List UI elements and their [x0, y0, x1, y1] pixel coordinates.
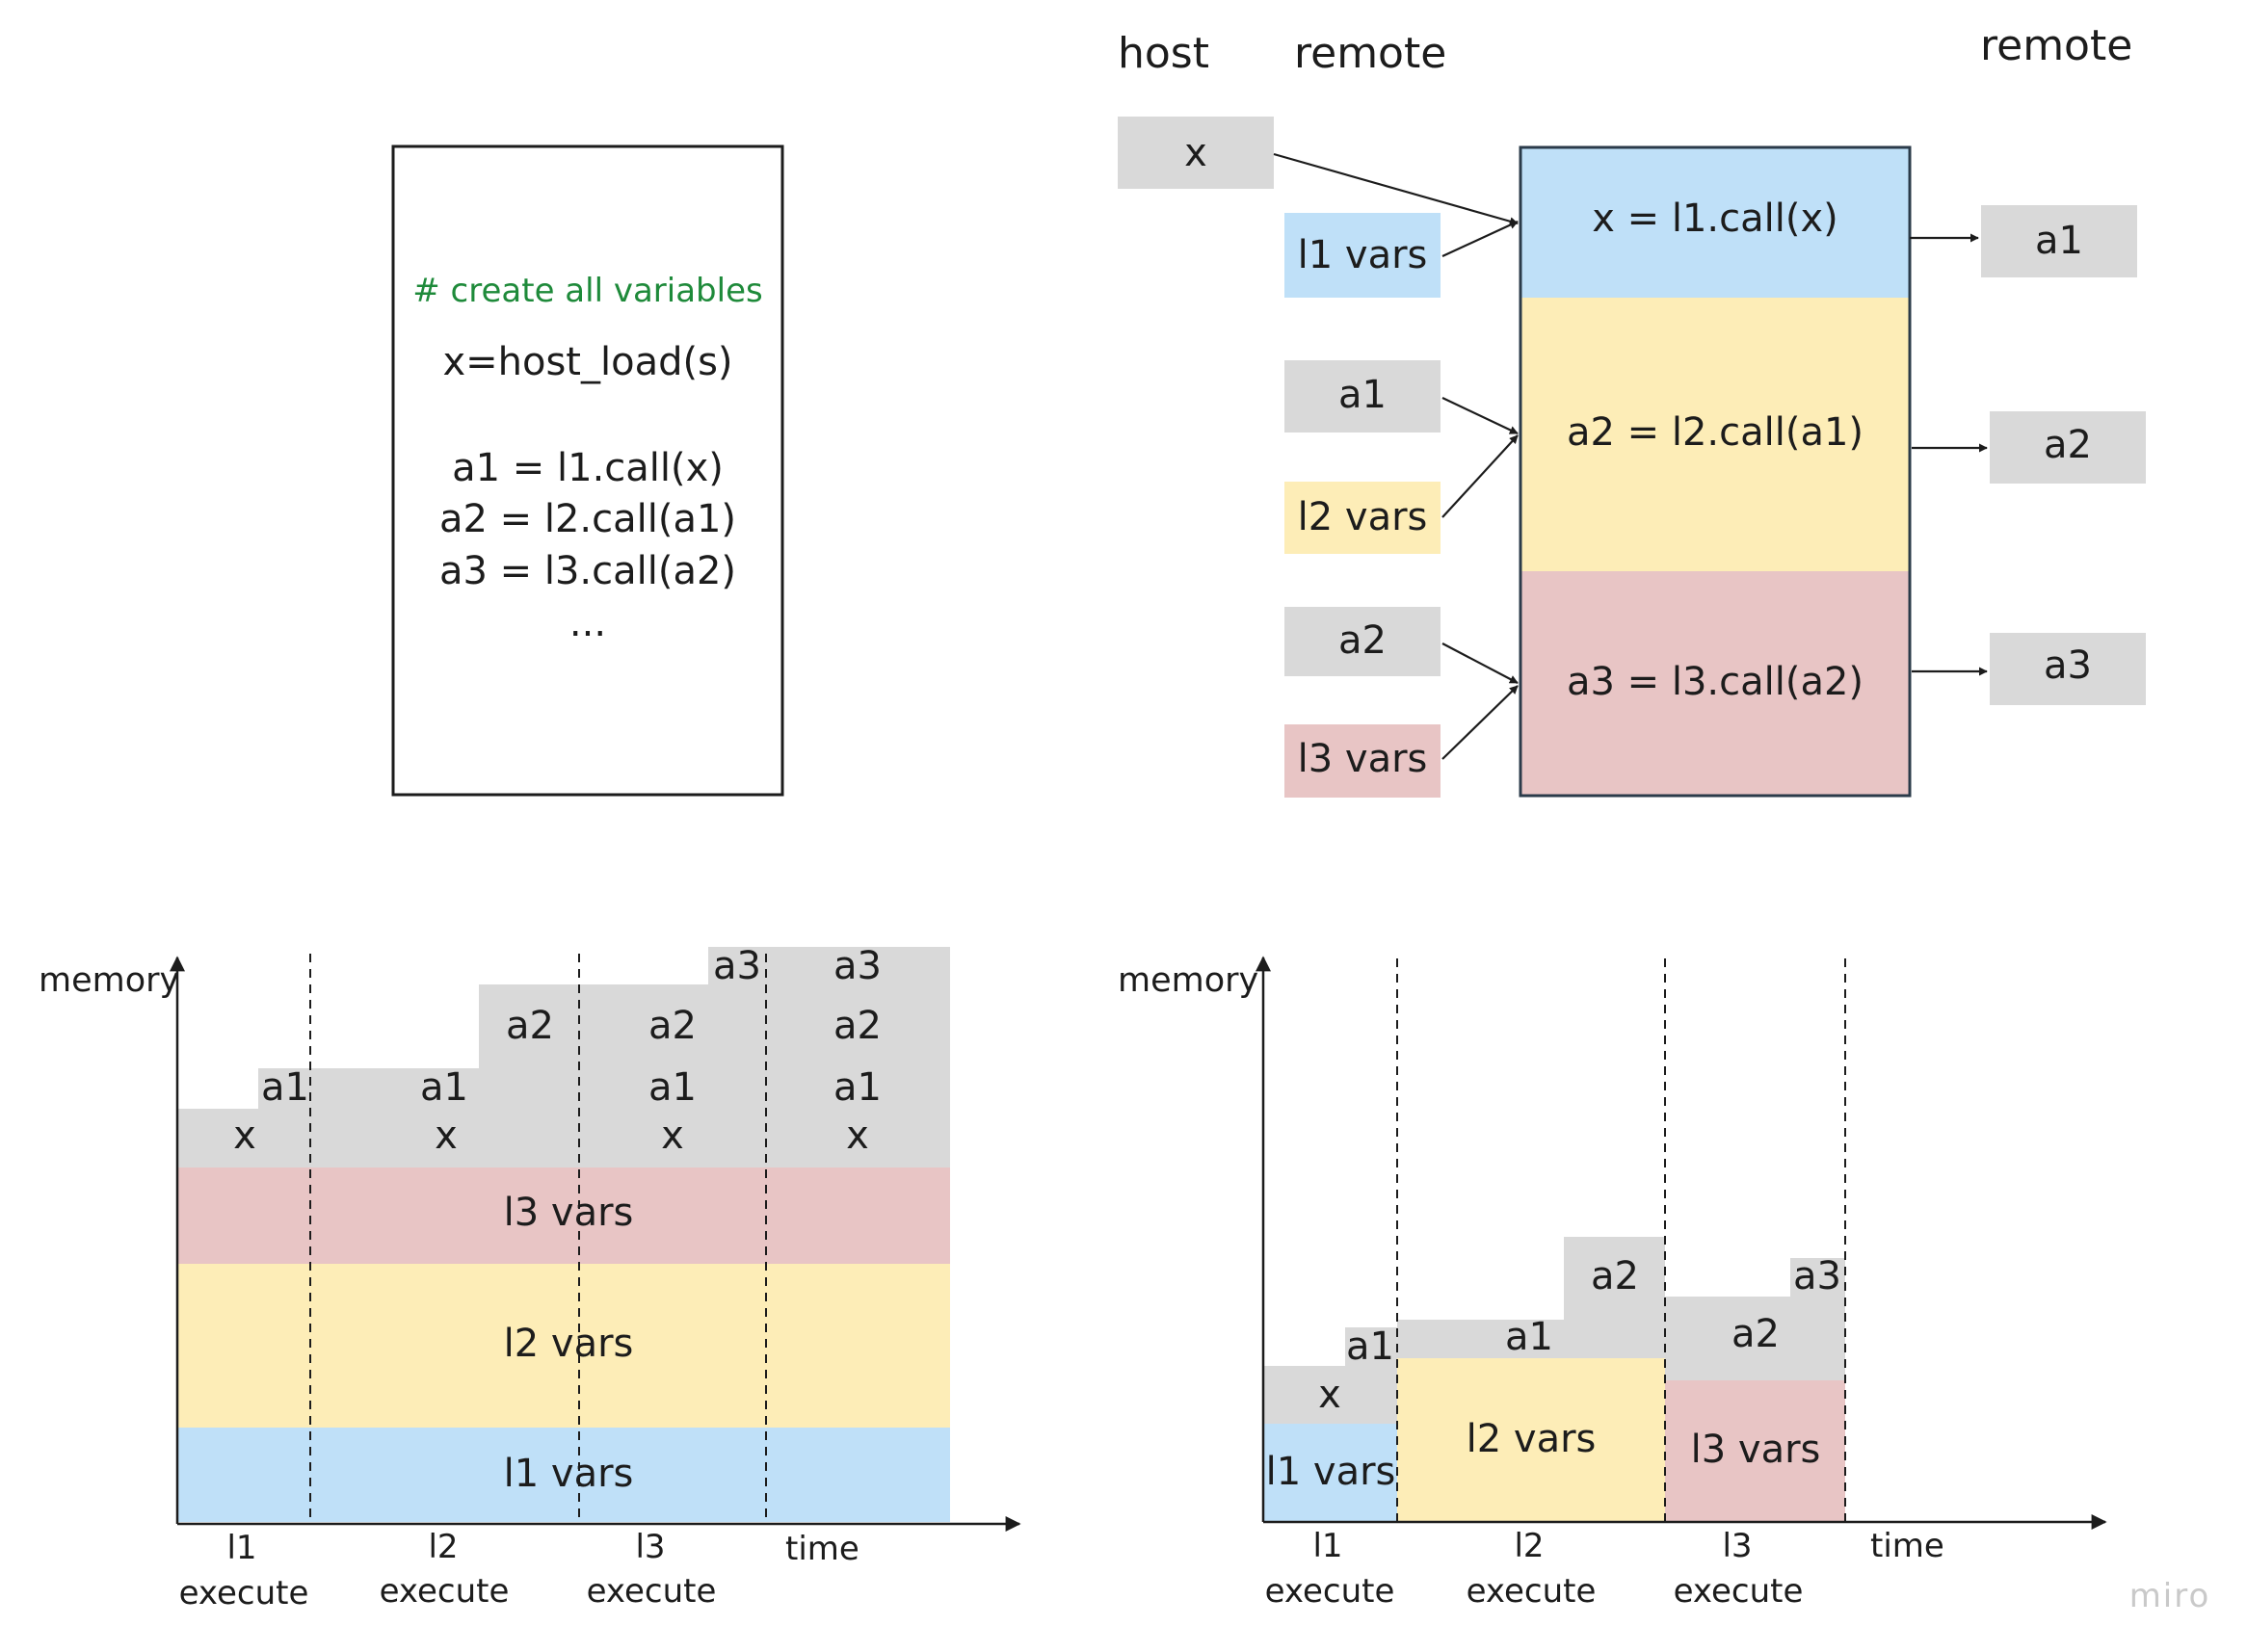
- block-l2-vars: [1397, 1358, 1665, 1522]
- code-box: # create all variables x=host_load(s) a1…: [391, 144, 784, 797]
- layer-l1-vars-label: l1 vars: [504, 1452, 634, 1496]
- x-label-right: x: [1318, 1373, 1341, 1417]
- host-label: host: [1118, 29, 1209, 78]
- a3-output-box: [1990, 633, 2146, 705]
- x-axis-label: time: [785, 1530, 859, 1568]
- layer-l3-vars: [177, 1167, 950, 1264]
- a2-label-2: a2: [648, 1004, 697, 1048]
- steps-border: [1519, 145, 1912, 798]
- l2-vars-label: l2 vars: [1298, 495, 1428, 539]
- remote-label-left: remote: [1294, 29, 1446, 78]
- a1-label-right-1: a1: [1346, 1324, 1394, 1369]
- x-label-2: x: [435, 1114, 458, 1158]
- arrow-l1vars-to-l1: [1441, 221, 1519, 257]
- a1-input-label: a1: [1338, 373, 1387, 417]
- phase-l1-label-right: l1: [1312, 1527, 1342, 1565]
- a2-label-3: a2: [833, 1004, 882, 1048]
- remote-label-right: remote: [1980, 21, 2132, 70]
- phase-l2-label-right: l2: [1514, 1527, 1544, 1565]
- block-l3-vars-label: l3 vars: [1691, 1428, 1821, 1472]
- step-l3-label: a3 = l3.call(a2): [1567, 660, 1864, 704]
- phase-l3-label: l3: [635, 1528, 665, 1566]
- a2-label-right-2: a2: [1732, 1312, 1780, 1356]
- a1-label-1: a1: [261, 1065, 309, 1110]
- a3-label-right: a3: [1793, 1254, 1841, 1298]
- code-line-a1: a1 = l1.call(x): [452, 446, 724, 490]
- block-l1-vars-label: l1 vars: [1266, 1450, 1396, 1494]
- step-l2-label: a2 = l2.call(a1): [1567, 410, 1864, 455]
- a1-label-3: a1: [648, 1065, 697, 1110]
- step-l2-box: [1520, 298, 1910, 571]
- block-l3-vars: [1665, 1380, 1845, 1522]
- step-l1-box: [1520, 147, 1910, 298]
- a2-label-1: a2: [506, 1004, 554, 1048]
- code-line-a3: a3 = l3.call(a2): [439, 549, 736, 593]
- activations-region: [177, 947, 950, 1167]
- phase-l2-execute: execute: [380, 1572, 510, 1611]
- block-l1-vars: [1264, 1424, 1397, 1522]
- code-line-a2: a2 = l2.call(a1): [439, 497, 736, 541]
- l1-vars-label: l1 vars: [1298, 233, 1428, 277]
- a2-output-label: a2: [2044, 423, 2092, 467]
- arrow-l3vars-to-l3: [1441, 685, 1519, 760]
- flow-diagram: host remote remote x l1 vars a1 l2 vars …: [1118, 21, 2146, 798]
- arrow-l2vars-to-l2: [1441, 434, 1519, 518]
- activations-region-right: [1264, 1237, 1845, 1424]
- code-line-ellipsis: ...: [569, 601, 606, 645]
- step-l1-label: x = l1.call(x): [1592, 197, 1838, 241]
- a1-label-right-2: a1: [1505, 1315, 1553, 1359]
- l3-vars-box: [1284, 724, 1441, 798]
- a3-label-2: a3: [833, 944, 882, 988]
- a3-output-label: a3: [2044, 643, 2092, 688]
- phase-l3-execute: execute: [587, 1572, 717, 1611]
- y-axis-label-right: memory: [1118, 961, 1258, 1000]
- host-x-label: x: [1184, 131, 1207, 175]
- layer-l2-vars-label: l2 vars: [504, 1322, 634, 1366]
- a1-output-label: a1: [2035, 219, 2083, 263]
- phase-l1-execute-right: execute: [1265, 1572, 1395, 1611]
- phase-l1-execute: execute: [179, 1574, 309, 1613]
- step-l3-box: [1520, 571, 1910, 796]
- a2-input-box: [1284, 607, 1441, 676]
- code-comment: # create all variables: [412, 272, 762, 310]
- code-line-host-load: x=host_load(s): [442, 340, 732, 384]
- host-x-box: [1118, 117, 1274, 189]
- x-label-3: x: [661, 1114, 684, 1158]
- l1-vars-box: [1284, 213, 1441, 298]
- arrow-x-to-l1: [1273, 152, 1519, 226]
- phase-l3-label-right: l3: [1722, 1527, 1752, 1565]
- memory-chart-all-vars: l3 vars l2 vars l1 vars x x x x a1 a1 a1…: [39, 944, 1021, 1613]
- layer-l3-vars-label: l3 vars: [504, 1191, 634, 1235]
- a1-output-box: [1981, 205, 2137, 277]
- phase-l2-execute-right: execute: [1467, 1572, 1597, 1611]
- block-l2-vars-label: l2 vars: [1467, 1417, 1597, 1461]
- memory-chart-streaming: l1 vars l2 vars l3 vars x a1 a1 a2 a2 a3…: [1118, 956, 2107, 1611]
- phase-l3-execute-right: execute: [1674, 1572, 1804, 1611]
- a1-input-box: [1284, 360, 1441, 433]
- miro-watermark: miro: [2129, 1577, 2211, 1615]
- arrow-a2-to-l3: [1441, 642, 1519, 684]
- x-label-1: x: [233, 1114, 256, 1158]
- a3-label-1: a3: [713, 944, 761, 988]
- x-axis-label-right: time: [1870, 1527, 1944, 1565]
- a1-label-2: a1: [420, 1065, 468, 1110]
- layer-l2-vars: [177, 1264, 950, 1428]
- phase-l1-label: l1: [226, 1529, 256, 1567]
- phase-l2-label: l2: [428, 1528, 458, 1566]
- l3-vars-label: l3 vars: [1298, 737, 1428, 781]
- a2-output-box: [1990, 411, 2146, 484]
- flow-arrows: [1273, 152, 1988, 760]
- arrow-a1-to-l2: [1441, 397, 1519, 434]
- l2-vars-box: [1284, 482, 1441, 554]
- layer-l1-vars: [177, 1428, 950, 1522]
- y-axis-label: memory: [39, 961, 179, 1000]
- a1-label-4: a1: [833, 1065, 882, 1110]
- x-label-4: x: [846, 1114, 869, 1158]
- a2-input-label: a2: [1338, 618, 1387, 663]
- a2-label-right-1: a2: [1591, 1254, 1639, 1298]
